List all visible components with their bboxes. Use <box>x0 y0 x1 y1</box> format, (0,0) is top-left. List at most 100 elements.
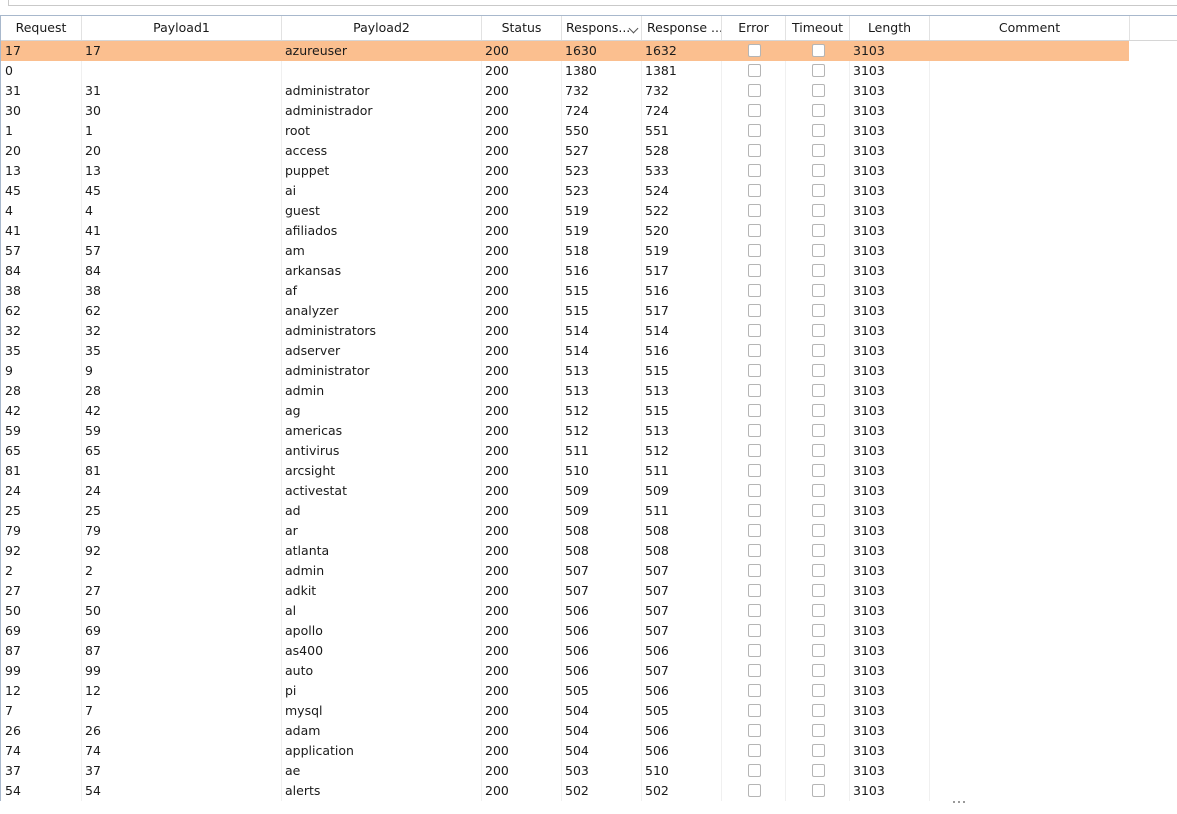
table-row[interactable]: 84 84 arkansas 200 516 517 3103 <box>1 261 1129 281</box>
error-checkbox[interactable] <box>748 404 761 417</box>
timeout-checkbox[interactable] <box>812 664 825 677</box>
error-checkbox[interactable] <box>748 484 761 497</box>
timeout-checkbox[interactable] <box>812 284 825 297</box>
error-checkbox[interactable] <box>748 104 761 117</box>
timeout-checkbox[interactable] <box>812 784 825 797</box>
table-row[interactable]: 31 31 administrator 200 732 732 3103 <box>1 81 1129 101</box>
error-checkbox[interactable] <box>748 384 761 397</box>
timeout-checkbox[interactable] <box>812 524 825 537</box>
error-checkbox[interactable] <box>748 224 761 237</box>
error-checkbox[interactable] <box>748 604 761 617</box>
table-row[interactable]: 38 38 af 200 515 516 3103 <box>1 281 1129 301</box>
table-row[interactable]: 17 17 azureuser 200 1630 1632 3103 <box>1 41 1129 61</box>
table-row[interactable]: 54 54 alerts 200 502 502 3103 <box>1 781 1129 801</box>
timeout-checkbox[interactable] <box>812 44 825 57</box>
error-checkbox[interactable] <box>748 564 761 577</box>
timeout-checkbox[interactable] <box>812 404 825 417</box>
table-row[interactable]: 2 2 admin 200 507 507 3103 <box>1 561 1129 581</box>
timeout-checkbox[interactable] <box>812 104 825 117</box>
timeout-checkbox[interactable] <box>812 464 825 477</box>
timeout-checkbox[interactable] <box>812 144 825 157</box>
table-row[interactable]: 35 35 adserver 200 514 516 3103 <box>1 341 1129 361</box>
error-checkbox[interactable] <box>748 644 761 657</box>
timeout-checkbox[interactable] <box>812 604 825 617</box>
error-checkbox[interactable] <box>748 84 761 97</box>
table-row[interactable]: 7 7 mysql 200 504 505 3103 <box>1 701 1129 721</box>
error-checkbox[interactable] <box>748 164 761 177</box>
timeout-checkbox[interactable] <box>812 624 825 637</box>
error-checkbox[interactable] <box>748 304 761 317</box>
column-header-payload2[interactable]: Payload2 <box>282 16 482 40</box>
timeout-checkbox[interactable] <box>812 324 825 337</box>
column-header-timeout[interactable]: Timeout <box>786 16 850 40</box>
table-row[interactable]: 13 13 puppet 200 523 533 3103 <box>1 161 1129 181</box>
timeout-checkbox[interactable] <box>812 244 825 257</box>
table-row[interactable]: 4 4 guest 200 519 522 3103 <box>1 201 1129 221</box>
table-row[interactable]: 37 37 ae 200 503 510 3103 <box>1 761 1129 781</box>
error-checkbox[interactable] <box>748 204 761 217</box>
timeout-checkbox[interactable] <box>812 164 825 177</box>
table-row[interactable]: 69 69 apollo 200 506 507 3103 <box>1 621 1129 641</box>
table-row[interactable]: 57 57 am 200 518 519 3103 <box>1 241 1129 261</box>
timeout-checkbox[interactable] <box>812 424 825 437</box>
column-header-payload1[interactable]: Payload1 <box>82 16 282 40</box>
table-row[interactable]: 9 9 administrator 200 513 515 3103 <box>1 361 1129 381</box>
error-checkbox[interactable] <box>748 444 761 457</box>
table-row[interactable]: 41 41 afiliados 200 519 520 3103 <box>1 221 1129 241</box>
timeout-checkbox[interactable] <box>812 264 825 277</box>
timeout-checkbox[interactable] <box>812 384 825 397</box>
error-checkbox[interactable] <box>748 724 761 737</box>
timeout-checkbox[interactable] <box>812 84 825 97</box>
error-checkbox[interactable] <box>748 44 761 57</box>
error-checkbox[interactable] <box>748 704 761 717</box>
timeout-checkbox[interactable] <box>812 124 825 137</box>
column-header-status[interactable]: Status <box>482 16 562 40</box>
table-row[interactable]: 79 79 ar 200 508 508 3103 <box>1 521 1129 541</box>
timeout-checkbox[interactable] <box>812 364 825 377</box>
error-checkbox[interactable] <box>748 424 761 437</box>
resize-grip-icon[interactable] <box>953 801 967 805</box>
timeout-checkbox[interactable] <box>812 764 825 777</box>
error-checkbox[interactable] <box>748 184 761 197</box>
table-row[interactable]: 30 30 administrador 200 724 724 3103 <box>1 101 1129 121</box>
table-row[interactable]: 81 81 arcsight 200 510 511 3103 <box>1 461 1129 481</box>
error-checkbox[interactable] <box>748 624 761 637</box>
error-checkbox[interactable] <box>748 784 761 797</box>
table-row[interactable]: 20 20 access 200 527 528 3103 <box>1 141 1129 161</box>
timeout-checkbox[interactable] <box>812 564 825 577</box>
error-checkbox[interactable] <box>748 364 761 377</box>
timeout-checkbox[interactable] <box>812 744 825 757</box>
column-header-error[interactable]: Error <box>722 16 786 40</box>
error-checkbox[interactable] <box>748 524 761 537</box>
column-header-request[interactable]: Request <box>1 16 82 40</box>
timeout-checkbox[interactable] <box>812 64 825 77</box>
timeout-checkbox[interactable] <box>812 344 825 357</box>
timeout-checkbox[interactable] <box>812 544 825 557</box>
timeout-checkbox[interactable] <box>812 504 825 517</box>
table-row[interactable]: 65 65 antivirus 200 511 512 3103 <box>1 441 1129 461</box>
column-header-length[interactable]: Length <box>850 16 930 40</box>
table-row[interactable]: 87 87 as400 200 506 506 3103 <box>1 641 1129 661</box>
timeout-checkbox[interactable] <box>812 584 825 597</box>
error-checkbox[interactable] <box>748 324 761 337</box>
table-row[interactable]: 62 62 analyzer 200 515 517 3103 <box>1 301 1129 321</box>
table-row[interactable]: 25 25 ad 200 509 511 3103 <box>1 501 1129 521</box>
error-checkbox[interactable] <box>748 344 761 357</box>
error-checkbox[interactable] <box>748 464 761 477</box>
timeout-checkbox[interactable] <box>812 184 825 197</box>
error-checkbox[interactable] <box>748 144 761 157</box>
table-row[interactable]: 99 99 auto 200 506 507 3103 <box>1 661 1129 681</box>
timeout-checkbox[interactable] <box>812 644 825 657</box>
timeout-checkbox[interactable] <box>812 484 825 497</box>
timeout-checkbox[interactable] <box>812 704 825 717</box>
table-row[interactable]: 24 24 activestat 200 509 509 3103 <box>1 481 1129 501</box>
table-row[interactable]: 59 59 americas 200 512 513 3103 <box>1 421 1129 441</box>
error-checkbox[interactable] <box>748 244 761 257</box>
timeout-checkbox[interactable] <box>812 444 825 457</box>
table-row[interactable]: 27 27 adkit 200 507 507 3103 <box>1 581 1129 601</box>
table-row[interactable]: 26 26 adam 200 504 506 3103 <box>1 721 1129 741</box>
column-header-response-received[interactable]: Respons... <box>562 16 642 40</box>
error-checkbox[interactable] <box>748 124 761 137</box>
table-row[interactable]: 1 1 root 200 550 551 3103 <box>1 121 1129 141</box>
error-checkbox[interactable] <box>748 764 761 777</box>
